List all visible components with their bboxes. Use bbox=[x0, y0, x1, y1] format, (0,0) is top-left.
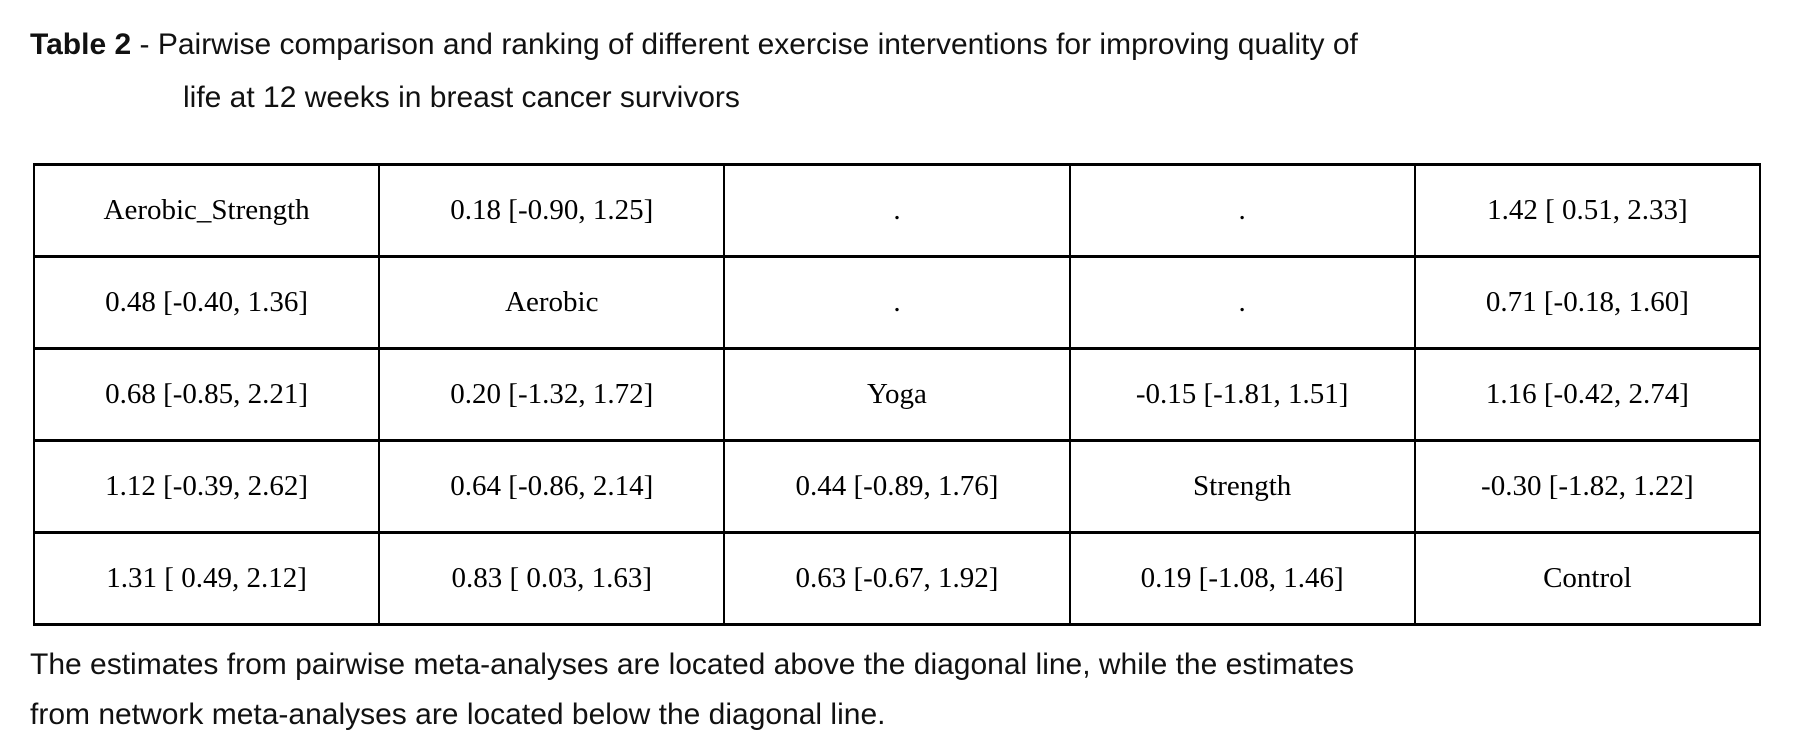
diagonal-cell-aerobic: Aerobic bbox=[378, 255, 726, 350]
estimate-cell: 0.64 [-0.86, 2.14] bbox=[378, 439, 726, 534]
table-row: Aerobic_Strength 0.18 [-0.90, 1.25] . . … bbox=[32, 163, 1762, 258]
table-row: 0.48 [-0.40, 1.36] Aerobic . . 0.71 [-0.… bbox=[32, 255, 1762, 350]
table-caption-line-2: life at 12 weeks in breast cancer surviv… bbox=[183, 81, 740, 114]
estimate-cell: -0.15 [-1.81, 1.51] bbox=[1068, 347, 1416, 442]
league-table-body: Aerobic_Strength 0.18 [-0.90, 1.25] . . … bbox=[32, 163, 1762, 626]
footnote-line-2: from network meta-analyses are located b… bbox=[30, 698, 886, 731]
caption-separator: - bbox=[131, 28, 158, 61]
table-caption: Table 2 - Pairwise comparison and rankin… bbox=[30, 18, 1358, 124]
estimate-cell: 1.31 [ 0.49, 2.12] bbox=[32, 531, 381, 626]
estimate-cell: . bbox=[723, 163, 1071, 258]
estimate-cell: 0.48 [-0.40, 1.36] bbox=[32, 255, 381, 350]
table-row: 0.68 [-0.85, 2.21] 0.20 [-1.32, 1.72] Yo… bbox=[32, 347, 1762, 442]
diagonal-cell-yoga: Yoga bbox=[723, 347, 1071, 442]
estimate-cell: . bbox=[1068, 163, 1416, 258]
table-footnote: The estimates from pairwise meta-analyse… bbox=[30, 640, 1354, 740]
caption-text-line1: Pairwise comparison and ranking of diffe… bbox=[157, 28, 1358, 61]
estimate-cell: 1.16 [-0.42, 2.74] bbox=[1413, 347, 1762, 442]
table-caption-line-1: Table 2 - Pairwise comparison and rankin… bbox=[30, 18, 1358, 71]
estimate-cell: 1.42 [ 0.51, 2.33] bbox=[1413, 163, 1762, 258]
estimate-cell: 0.68 [-0.85, 2.21] bbox=[32, 347, 381, 442]
footnote-line-1: The estimates from pairwise meta-analyse… bbox=[30, 648, 1355, 681]
estimate-cell: 0.20 [-1.32, 1.72] bbox=[378, 347, 726, 442]
diagonal-cell-control: Control bbox=[1413, 531, 1762, 626]
diagonal-cell-aerobic-strength: Aerobic_Strength bbox=[32, 163, 381, 258]
estimate-cell: -0.30 [-1.82, 1.22] bbox=[1413, 439, 1762, 534]
table-row: 1.31 [ 0.49, 2.12] 0.83 [ 0.03, 1.63] 0.… bbox=[32, 531, 1762, 626]
estimate-cell: 0.44 [-0.89, 1.76] bbox=[723, 439, 1071, 534]
estimate-cell: . bbox=[1068, 255, 1416, 350]
estimate-cell: 0.71 [-0.18, 1.60] bbox=[1413, 255, 1762, 350]
table-row: 1.12 [-0.39, 2.62] 0.64 [-0.86, 2.14] 0.… bbox=[32, 439, 1762, 534]
estimate-cell: 1.12 [-0.39, 2.62] bbox=[32, 439, 381, 534]
estimate-cell: 0.18 [-0.90, 1.25] bbox=[378, 163, 726, 258]
league-table: Aerobic_Strength 0.18 [-0.90, 1.25] . . … bbox=[32, 163, 1762, 626]
diagonal-cell-strength: Strength bbox=[1068, 439, 1416, 534]
estimate-cell: 0.63 [-0.67, 1.92] bbox=[723, 531, 1071, 626]
table-number-label: Table 2 bbox=[30, 28, 132, 61]
estimate-cell: . bbox=[723, 255, 1071, 350]
estimate-cell: 0.83 [ 0.03, 1.63] bbox=[378, 531, 726, 626]
estimate-cell: 0.19 [-1.08, 1.46] bbox=[1068, 531, 1416, 626]
